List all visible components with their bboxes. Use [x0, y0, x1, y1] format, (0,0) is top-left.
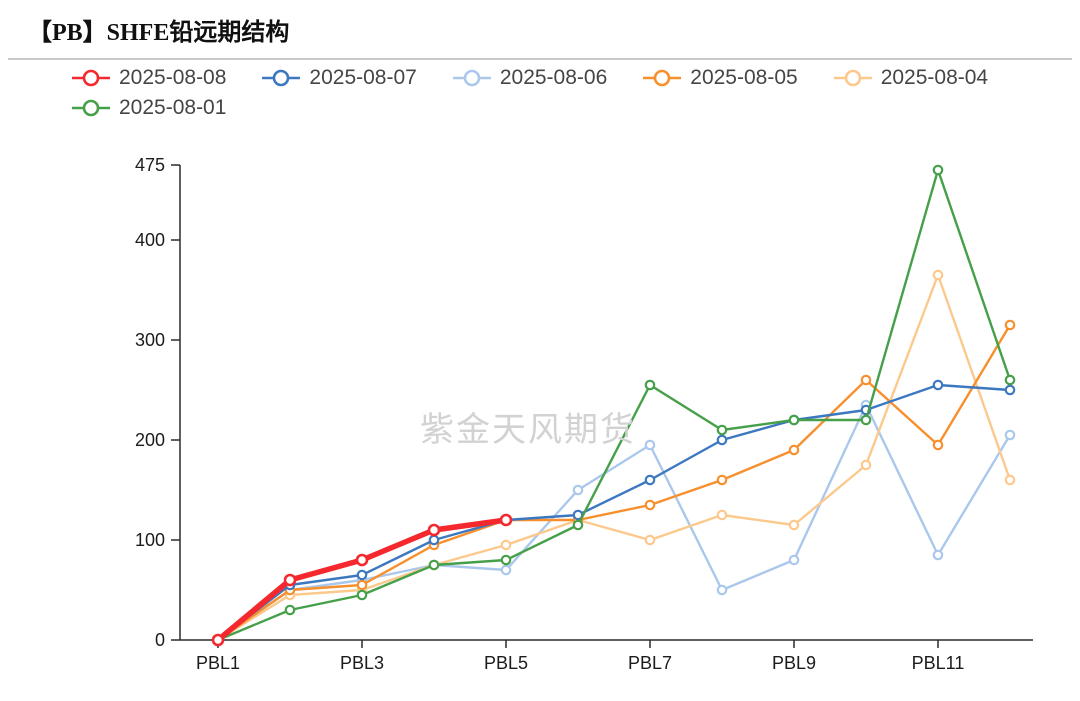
x-tick-label: PBL7 — [628, 653, 672, 673]
data-point — [428, 559, 440, 571]
legend-marker-icon — [72, 99, 110, 117]
legend-marker-icon — [452, 69, 491, 87]
legend-item: 2025-08-01 — [70, 96, 226, 120]
data-point — [500, 564, 512, 576]
legend-label: 2025-08-04 — [880, 66, 989, 89]
chart-legend: 2025-08-08 2025-08-07 2025-08-06 2025-08-05… — [70, 66, 1050, 120]
series-2025-08-06 — [212, 399, 1016, 646]
data-point — [427, 523, 441, 537]
data-point — [500, 554, 512, 566]
legend-label: 2025-08-06 — [499, 66, 608, 89]
y-tick-label: 400 — [135, 230, 165, 250]
legend-item: 2025-08-04 — [832, 66, 988, 90]
data-point — [932, 439, 944, 451]
y-tick-label: 300 — [135, 330, 165, 350]
data-point — [356, 569, 368, 581]
y-axis-ticks: 0 100 200 300 400 475 — [135, 155, 180, 650]
data-point — [932, 379, 944, 391]
data-point — [1004, 374, 1016, 386]
data-point — [284, 604, 296, 616]
legend-label: 2025-08-05 — [690, 66, 798, 89]
data-point — [716, 584, 728, 596]
legend-item: 2025-08-05 — [641, 66, 798, 90]
data-point — [572, 484, 584, 496]
y-tick-label: 200 — [135, 430, 165, 450]
data-point — [716, 509, 728, 521]
x-tick-label: PBL5 — [484, 653, 528, 673]
series-2025-08-08 — [211, 513, 513, 647]
data-point — [211, 633, 225, 647]
legend-label: 2025-08-08 — [119, 66, 227, 89]
data-point — [932, 549, 944, 561]
x-tick-label: PBL9 — [772, 653, 816, 673]
legend-marker-icon — [72, 69, 110, 87]
data-point — [860, 374, 872, 386]
y-tick-label: 475 — [135, 155, 165, 175]
x-axis-ticks: PBL1 PBL3 PBL5 PBL7 PBL9 PBL11 — [196, 640, 964, 673]
data-point — [932, 269, 944, 281]
data-point — [499, 513, 513, 527]
data-point — [860, 459, 872, 471]
data-point — [932, 164, 944, 176]
data-point — [356, 589, 368, 601]
series-2025-08-07 — [212, 379, 1016, 646]
data-point — [500, 539, 512, 551]
data-point — [428, 534, 440, 546]
data-point — [644, 474, 656, 486]
data-point — [716, 424, 728, 436]
chart-area: 0 100 200 300 400 475 PBL1 PBL3 PBL5 PBL7 PBL9 PBL1… — [0, 140, 1080, 701]
data-point — [716, 474, 728, 486]
legend-label: 2025-08-01 — [119, 96, 227, 119]
data-point — [1004, 474, 1016, 486]
legend-item: 2025-08-07 — [260, 66, 417, 90]
data-point — [788, 414, 800, 426]
data-point — [1004, 319, 1016, 331]
x-tick-label: PBL1 — [196, 653, 240, 673]
data-point — [788, 444, 800, 456]
y-tick-label: 0 — [155, 630, 165, 650]
data-point — [355, 553, 369, 567]
data-point — [788, 519, 800, 531]
series-2025-08-01 — [212, 164, 1016, 646]
legend-marker-icon — [643, 69, 682, 87]
x-tick-label: PBL11 — [912, 653, 965, 673]
legend-marker-icon — [262, 69, 301, 87]
x-tick-label: PBL3 — [340, 653, 384, 673]
axes — [179, 165, 1033, 641]
data-point — [283, 573, 297, 587]
legend-label: 2025-08-07 — [309, 66, 417, 89]
data-point — [572, 519, 584, 531]
title-divider — [8, 58, 1072, 60]
legend-item: 2025-08-06 — [451, 66, 607, 90]
data-point — [860, 414, 872, 426]
data-point — [716, 434, 728, 446]
data-point — [644, 379, 656, 391]
data-point — [644, 499, 656, 511]
y-tick-label: 100 — [135, 530, 165, 550]
data-point — [1004, 429, 1016, 441]
data-point — [644, 439, 656, 451]
data-point — [356, 579, 368, 591]
legend-marker-icon — [833, 69, 872, 87]
data-point — [644, 534, 656, 546]
chart-title: 【PB】SHFE铅远期结构 — [28, 20, 290, 46]
legend-item: 2025-08-08 — [70, 66, 226, 90]
data-point — [1004, 384, 1016, 396]
series-2025-08-05 — [212, 319, 1016, 646]
data-point — [788, 554, 800, 566]
